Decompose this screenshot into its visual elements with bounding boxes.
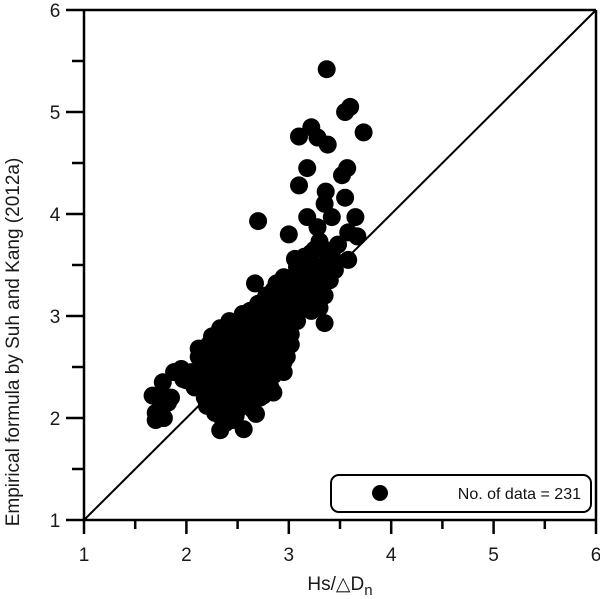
data-point <box>249 212 268 231</box>
legend: No. of data = 231 <box>330 474 592 513</box>
data-point <box>288 312 306 331</box>
data-point <box>159 393 177 412</box>
x-tick-label: 2 <box>181 545 192 566</box>
data-point <box>318 135 337 154</box>
y-tick-label: 3 <box>50 307 61 328</box>
x-tick-label: 1 <box>79 545 90 566</box>
data-point <box>174 370 193 389</box>
data-point <box>264 312 283 331</box>
y-axis-ticks: 1 2 3 4 5 6 <box>50 1 84 532</box>
data-point <box>305 261 324 280</box>
y-tick-label: 2 <box>50 409 61 430</box>
data-point <box>336 188 355 207</box>
data-point <box>308 218 327 237</box>
data-points <box>143 60 373 440</box>
data-point <box>257 291 276 310</box>
data-point <box>274 352 293 371</box>
data-point <box>290 176 308 195</box>
data-point <box>341 97 360 116</box>
y-tick-label: 5 <box>50 103 61 124</box>
data-point <box>339 250 358 269</box>
data-point <box>203 327 221 346</box>
y-axis-label: Empirical formula by Suh and Kang (2012a… <box>3 158 24 527</box>
x-axis-ticks: 1 2 3 4 5 6 <box>79 520 600 566</box>
data-point <box>290 127 308 146</box>
data-point <box>317 60 336 79</box>
data-point <box>267 274 286 293</box>
data-point <box>348 227 367 246</box>
one-to-one-line <box>83 9 597 521</box>
data-point <box>246 274 264 293</box>
data-point <box>298 159 317 178</box>
data-point <box>320 271 339 290</box>
data-point <box>266 325 285 344</box>
legend-label: No. of data = 231 <box>458 486 581 503</box>
x-axis-label: Hs/△Dn <box>307 574 372 599</box>
y-tick-label: 1 <box>50 511 61 532</box>
x-tick-label: 6 <box>591 545 600 566</box>
data-point <box>206 403 225 422</box>
data-point <box>354 123 373 142</box>
data-point <box>261 378 280 397</box>
data-point <box>346 208 365 227</box>
data-point <box>279 225 298 244</box>
legend-marker-icon <box>372 485 388 501</box>
data-point <box>154 409 173 427</box>
data-point <box>189 339 208 358</box>
data-point <box>292 250 311 269</box>
data-point <box>281 335 300 354</box>
x-tick-label: 5 <box>488 545 499 566</box>
x-tick-label: 3 <box>284 545 295 566</box>
data-point <box>315 240 334 259</box>
data-point <box>333 166 351 185</box>
data-point <box>143 386 162 405</box>
data-point <box>315 314 334 333</box>
data-point <box>315 194 334 213</box>
y-tick-label: 6 <box>50 1 61 22</box>
legend-box <box>330 474 592 513</box>
x-tick-label: 4 <box>386 545 397 566</box>
data-point <box>234 420 253 439</box>
data-point <box>226 407 245 425</box>
data-point <box>322 208 341 227</box>
y-tick-label: 4 <box>50 205 61 226</box>
